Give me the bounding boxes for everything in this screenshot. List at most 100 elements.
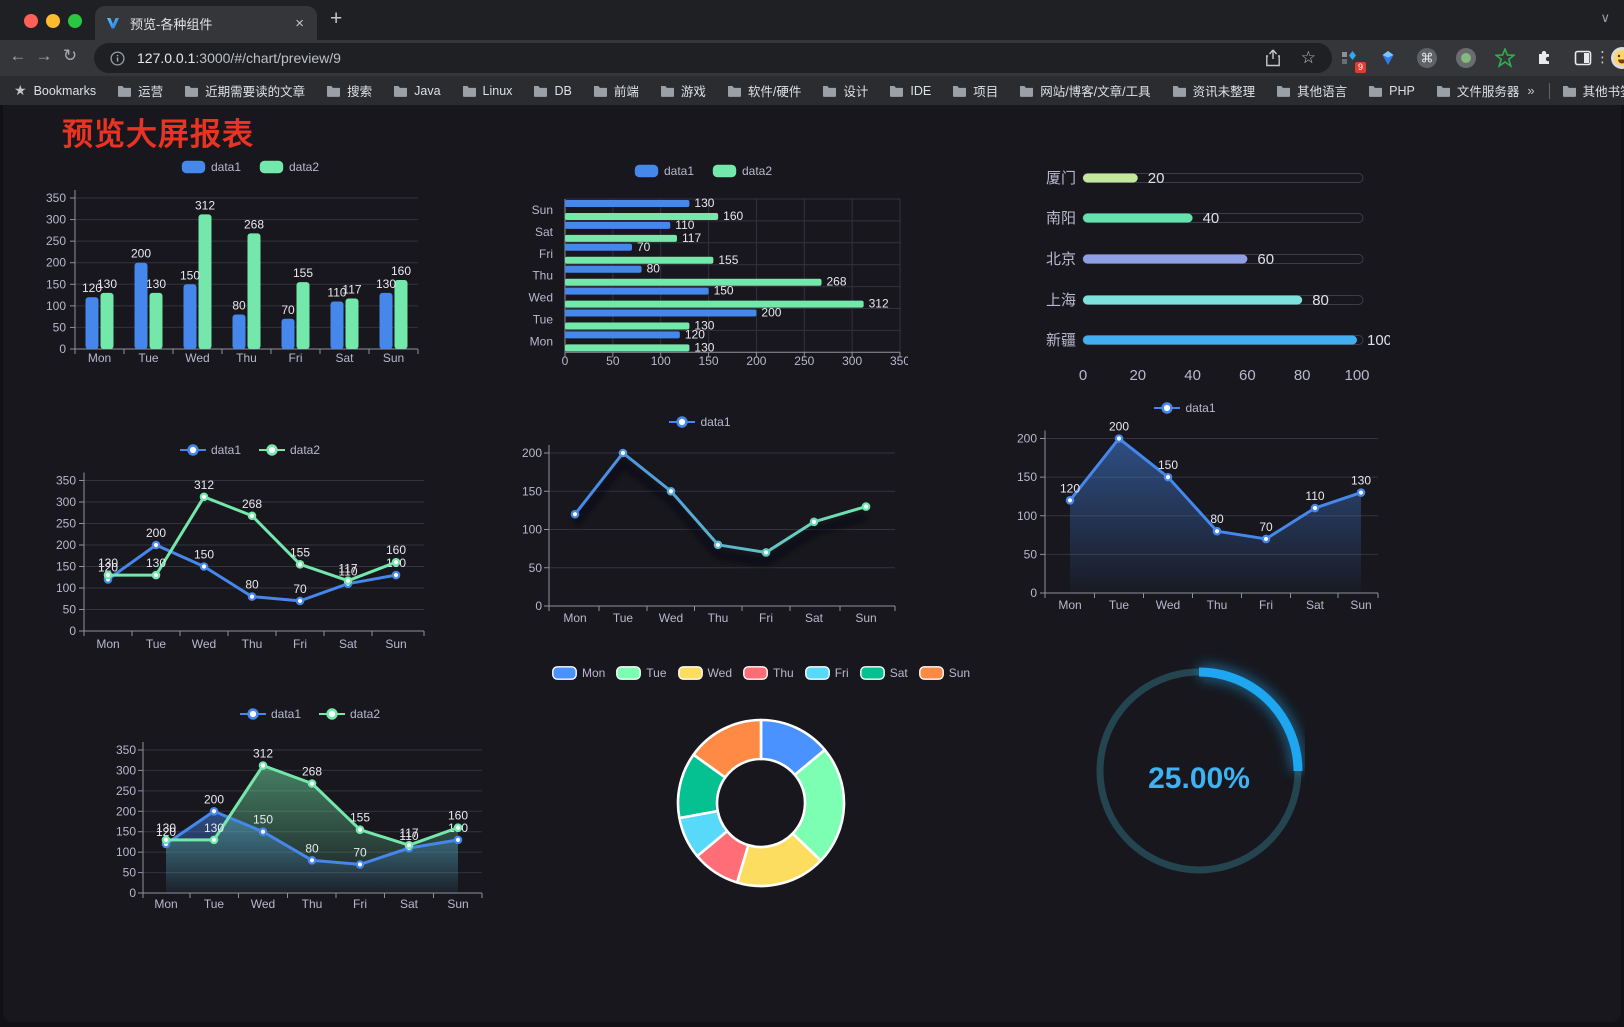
progress-fill-新疆[interactable] <box>1083 335 1357 345</box>
profile-avatar-emoji[interactable] <box>1609 45 1624 71</box>
progress-fill-北京[interactable] <box>1083 254 1248 264</box>
two-line-plot[interactable]: 0 50 100 150 200 250 300 350 Mon Tue Wed Thu Fri Sat S… <box>40 425 460 670</box>
gradient-line-plot[interactable]: 0 50 100 150 200 Mon Tue Wed Thu Fri Sat Sun <box>500 395 900 635</box>
extension-record-icon[interactable] <box>1453 45 1479 71</box>
area-line-plot[interactable]: 0 50 100 150 200 Mon Tue Wed Thu Fri Sat Sun 120 200 1… <box>985 388 1385 623</box>
two-area-plot[interactable]: 0 50 100 150 200 250 300 350 Mon Tue Wed Thu Fri Sat S… <box>110 698 510 923</box>
svg-text:Fri: Fri <box>289 351 303 365</box>
legend-item-data1[interactable]: data1 <box>181 160 241 174</box>
extensions-puzzle-icon[interactable] <box>1531 45 1557 71</box>
window-zoom-button[interactable] <box>68 14 82 28</box>
legend-item-Thu[interactable]: Thu <box>743 666 794 680</box>
bookmark-folder[interactable]: DB <box>533 84 572 98</box>
line-series-data1[interactable] <box>1065 434 1366 544</box>
back-icon[interactable]: ← <box>9 46 27 65</box>
legend-item-data1[interactable]: data1 <box>669 415 731 429</box>
bookmark-folder[interactable]: 前端 <box>593 81 639 100</box>
tab-close-icon[interactable]: × <box>295 14 304 32</box>
bookmark-folder[interactable]: Java <box>393 84 441 98</box>
legend-item-Mon[interactable]: Mon <box>552 666 605 680</box>
bookmark-folder[interactable]: 运营 <box>117 81 163 100</box>
bookmark-folder[interactable]: 近期需要读的文章 <box>184 81 305 100</box>
svg-text:268: 268 <box>242 497 262 511</box>
bookmark-star-icon[interactable]: ☆ <box>1300 48 1316 67</box>
bookmark-folder[interactable]: Linux <box>462 84 512 98</box>
legend-item-data2[interactable]: data2 <box>712 164 772 178</box>
bookmark-folder[interactable]: 资讯未整理 <box>1172 81 1255 100</box>
svg-text:Tue: Tue <box>613 611 634 625</box>
svg-text:70: 70 <box>293 582 307 596</box>
legend-item-data1[interactable]: data1 <box>179 443 241 457</box>
bookmarks-label[interactable]: Bookmarks <box>33 83 97 98</box>
legend-item-Sat[interactable]: Sat <box>859 666 908 680</box>
url-text[interactable]: 127.0.0.1:3000/#/chart/preview/9 <box>137 50 341 66</box>
bookmark-label: 项目 <box>973 85 999 99</box>
pie-slice-Sun[interactable] <box>692 718 763 779</box>
bookmark-folder[interactable]: 游戏 <box>660 81 706 100</box>
legend-item-Wed[interactable]: Wed <box>677 666 732 680</box>
progress-fill-厦门[interactable] <box>1083 173 1138 183</box>
progress-fill-南阳[interactable] <box>1083 213 1193 223</box>
bookmark-folder[interactable]: 软件/硬件 <box>727 81 801 100</box>
chart-progress-bars[interactable]: 厦门 20 南阳 40 北京 60 上海 80 新疆 100 0 20 40 60 80 100 <box>990 150 1392 390</box>
share-icon[interactable] <box>1265 49 1281 67</box>
window-minimize-button[interactable] <box>46 14 60 28</box>
browser-menu-icon[interactable]: ⋮ <box>1595 49 1610 66</box>
window-close-button[interactable] <box>24 14 38 28</box>
line-series-data1[interactable] <box>570 448 871 557</box>
bookmark-folder[interactable]: 设计 <box>822 81 868 100</box>
legend-item-data2[interactable]: data2 <box>259 160 319 174</box>
bookmarks-overflow-chevron[interactable]: » <box>1527 83 1535 98</box>
forward-icon[interactable]: → <box>35 46 53 65</box>
legend-item-Tue[interactable]: Tue <box>616 666 667 680</box>
progress-fill-上海[interactable] <box>1083 295 1303 305</box>
extension-grid-icon[interactable]: 9 <box>1336 45 1366 73</box>
bar-series[interactable] <box>565 200 864 352</box>
grouped-bar-plot[interactable]: 050100150200250300350Mon120130Tue200130W… <box>40 150 460 365</box>
progress-bars-plot[interactable]: 厦门 20 南阳 40 北京 60 上海 80 新疆 100 0 20 40 60 80 100 <box>990 150 1392 390</box>
legend-item-Sun[interactable]: Sun <box>918 666 970 680</box>
bookmark-folder[interactable]: PHP <box>1368 84 1415 98</box>
legend-item-Fri[interactable]: Fri <box>804 666 849 680</box>
tab-search-chevron-icon[interactable]: ∨ <box>1600 10 1610 25</box>
chart-gradient-line[interactable]: data1 0 50 100 150 200 Mon Tue Wed Thu Fri Sat Sun <box>500 395 900 635</box>
legend-item-data2[interactable]: data2 <box>259 443 320 457</box>
new-tab-button[interactable]: + <box>330 7 343 30</box>
bookmark-folder[interactable]: 其他语言 <box>1276 81 1347 100</box>
bookmark-folder[interactable]: IDE <box>889 84 931 98</box>
chart-two-area[interactable]: data1 data2 0 50 100 150 200 250 300 350 Mon Tue We… <box>110 698 510 923</box>
bookmarks-star-icon[interactable]: ★ <box>14 82 27 98</box>
bookmark-folder[interactable]: 文件服务器 <box>1436 81 1519 100</box>
legend-item-data1[interactable]: data1 <box>634 164 694 178</box>
legend-item-data2[interactable]: data2 <box>319 707 380 721</box>
legend-item-data1[interactable]: data1 <box>1154 401 1216 415</box>
other-bookmarks-folder[interactable]: 其他书签 <box>1562 81 1624 100</box>
chart-legend: Mon Tue Wed Thu Fri Sat Sun <box>552 665 970 681</box>
line-series-data2[interactable] <box>103 492 401 585</box>
chart-gauge[interactable]: 25.00% <box>1095 650 1306 885</box>
side-panel-icon[interactable] <box>1570 45 1596 71</box>
bookmark-folder[interactable]: 搜索 <box>326 81 372 100</box>
legend-item-data1[interactable]: data1 <box>239 707 301 721</box>
bar-series[interactable] <box>85 214 408 349</box>
reload-icon[interactable]: ↻ <box>62 46 78 65</box>
extension-gem-icon[interactable] <box>1375 45 1401 71</box>
line-series-data2[interactable] <box>161 761 463 850</box>
site-info-icon[interactable] <box>110 50 125 66</box>
extension-command-icon[interactable]: ⌘ <box>1414 45 1440 71</box>
extension-green-star-icon[interactable] <box>1492 45 1518 71</box>
bookmark-folder[interactable]: 网站/博客/文章/工具 <box>1019 81 1151 100</box>
chart-grouped-bar[interactable]: data1 data2 0 50 100 150 200 250 300 350 Mon 120 13… <box>40 150 460 365</box>
browser-tab[interactable]: 预览-各种组件 × <box>95 6 317 40</box>
chart-horizontal-bar[interactable]: data1 data2 0 50 100 150 200 250 300 350 Sun 130 16… <box>498 150 911 370</box>
address-bar[interactable]: 127.0.0.1:3000/#/chart/preview/9 ☆ <box>94 43 1332 73</box>
gauge-plot[interactable]: 25.00% <box>1095 650 1306 885</box>
svg-text:Sun: Sun <box>1350 598 1371 612</box>
svg-text:80: 80 <box>1312 292 1329 309</box>
chart-donut[interactable]: Mon Tue Wed Thu Fri Sat Sun <box>552 655 970 900</box>
chart-two-line[interactable]: data1 data2 0 50 100 150 200 250 300 350 Mon Tue We… <box>40 425 460 670</box>
chart-area-line[interactable]: data1 0 50 100 150 200 Mon Tue Wed Thu Fri Sat Sun 1… <box>985 388 1385 623</box>
donut-plot[interactable] <box>561 655 961 900</box>
bookmark-folder[interactable]: 项目 <box>952 81 998 100</box>
